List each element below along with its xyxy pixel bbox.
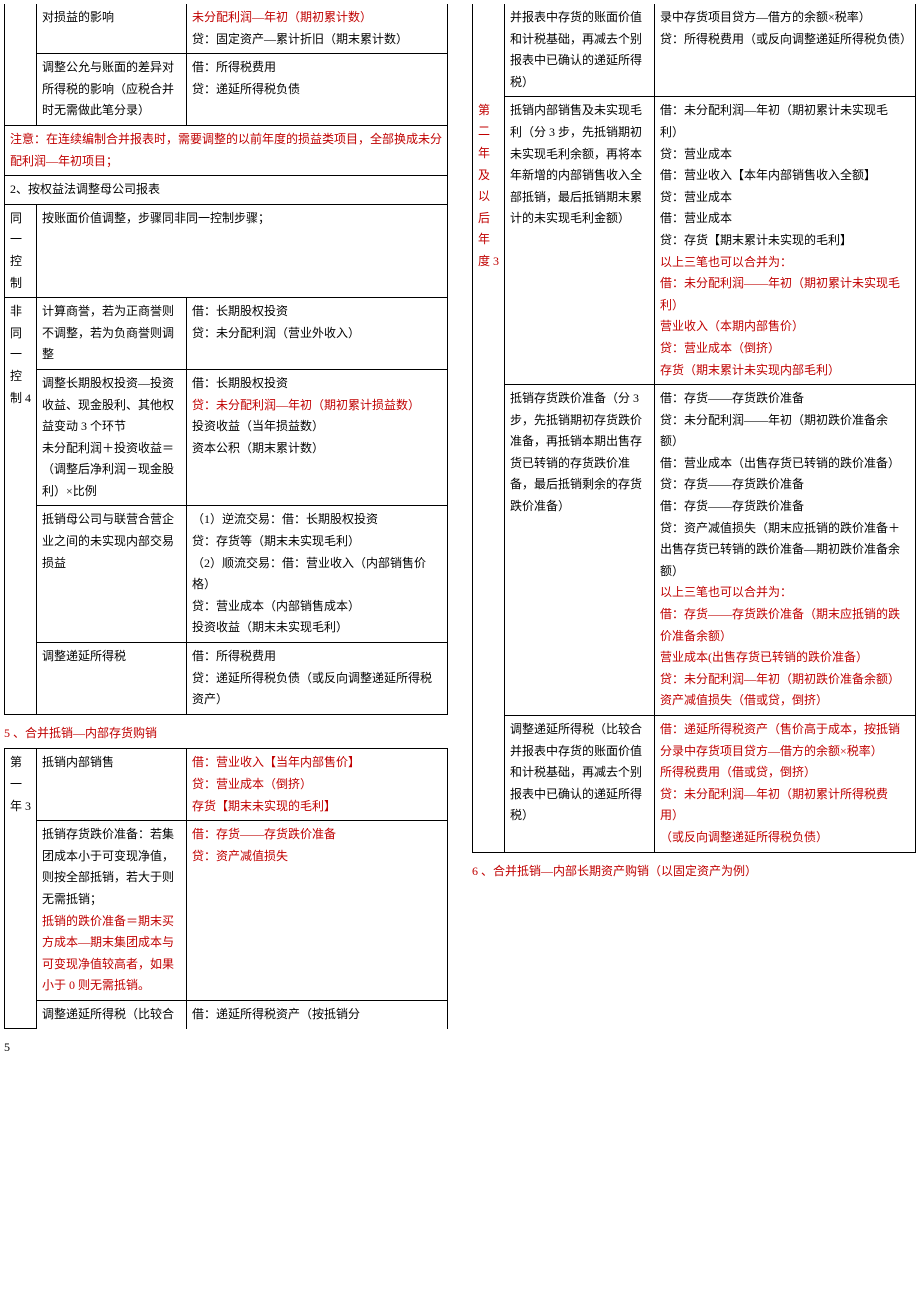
cell: 未分配利润—年初（期初累计数） 贷：固定资产—累计折旧（期末累计数）: [187, 4, 448, 54]
cell: 借：所得税费用 贷：递延所得税负债: [187, 54, 448, 126]
cell: 计算商誉，若为正商誉则不调整，若为负商誉则调整: [37, 298, 187, 370]
text: 以上三笔也可以合并为： 借：存货——存货跌价准备（期末应抵销的跌价准备余额） 营…: [660, 585, 900, 707]
cell: 借：长期股权投资 贷：未分配利润—年初（期初累计损益数） 投资收益（当年损益数）…: [187, 369, 448, 506]
cell: 录中存货项目贷方—借方的余额×税率） 贷：所得税费用（或反向调整递延所得税负债）: [655, 4, 916, 97]
cell: 借：所得税费用 贷：递延所得税负债（或反向调整递延所得税资产）: [187, 643, 448, 715]
table-1: 对损益的影响 未分配利润—年初（期初累计数） 贷：固定资产—累计折旧（期末累计数…: [4, 4, 448, 715]
cell: 第二年及以后年度 3: [473, 97, 505, 852]
cell: 调整公允与账面的差异对所得税的影响（应税合并时无需做此笔分录）: [37, 54, 187, 126]
cell: （1）逆流交易：借：长期股权投资 贷：存货等（期末未实现毛利） （2）顺流交易：…: [187, 506, 448, 643]
cell: 抵销内部销售及未实现毛利（分 3 步，先抵销期初未实现毛利余额，再将本年新增的内…: [505, 97, 655, 385]
cell: 抵销存货跌价准备：若集团成本小于可变现净值，则按全部抵销，若大于则无需抵销； 抵…: [37, 821, 187, 1001]
cell: 调整长期股权投资—投资收益、现金股利、其他权益变动 3 个环节 未分配利润＋投资…: [37, 369, 187, 506]
cell: 调整递延所得税（比较合并报表中存货的账面价值和计税基础，再减去个别报表中已确认的…: [505, 716, 655, 853]
cell: 借：营业收入【当年内部售价】 贷：营业成本（倒挤） 存货【期末未实现的毛利】: [187, 749, 448, 821]
text: 贷：固定资产—累计折旧（期末累计数）: [192, 32, 408, 46]
text: 借：存货——存货跌价准备 贷：未分配利润——年初（期初跌价准备余额） 借：营业成…: [660, 391, 900, 578]
cell: 借：递延所得税资产（按抵销分: [187, 1000, 448, 1028]
right-column: 并报表中存货的账面价值和计税基础，再减去个别报表中已确认的递延所得税） 录中存货…: [472, 4, 916, 1059]
cell: 借：存货——存货跌价准备 贷：资产减值损失: [187, 821, 448, 1001]
cell: 借：递延所得税资产（售价高于成本，按抵销分录中存货项目贷方—借方的余额×税率） …: [655, 716, 916, 853]
left-column: 对损益的影响 未分配利润—年初（期初累计数） 贷：固定资产—累计折旧（期末累计数…: [4, 4, 448, 1059]
table-2-right: 并报表中存货的账面价值和计税基础，再减去个别报表中已确认的递延所得税） 录中存货…: [472, 4, 916, 853]
text: 以上三笔也可以合并为： 借：未分配利润——年初（期初累计未实现毛利） 营业收入（…: [660, 255, 900, 377]
text: 贷：未分配利润—年初（期初累计损益数）: [192, 398, 420, 412]
text: 借：未分配利润—年初（期初累计未实现毛利） 贷：营业成本 借：营业收入【本年内部…: [660, 103, 888, 247]
cell: 调整递延所得税（比较合: [37, 1000, 187, 1028]
cell: 对损益的影响: [37, 4, 187, 54]
text: 借：长期股权投资: [192, 376, 288, 390]
page-number: 5: [4, 1037, 448, 1059]
cell: 非同一控制 4: [5, 298, 37, 715]
cell: 借：长期股权投资 贷：未分配利润（营业外收入）: [187, 298, 448, 370]
text: 未分配利润—年初（期初累计数）: [192, 10, 372, 24]
cell: 抵销存货跌价准备（分 3 步，先抵销期初存货跌价准备，再抵销本期出售存货已转销的…: [505, 385, 655, 716]
cell: 借：未分配利润—年初（期初累计未实现毛利） 贷：营业成本 借：营业收入【本年内部…: [655, 97, 916, 385]
cell: 抵销母公司与联营合营企业之间的未实现内部交易损益: [37, 506, 187, 643]
text: 抵销存货跌价准备：若集团成本小于可变现净值，则按全部抵销，若大于则无需抵销；: [42, 827, 174, 906]
note-cell: 注意：在连续编制合并报表时，需要调整的以前年度的损益类项目，全部换成未分配利润—…: [5, 125, 448, 175]
section-heading: 2、按权益法调整母公司报表: [5, 176, 448, 205]
cell: 第一年 3: [5, 749, 37, 1029]
cell: 并报表中存货的账面价值和计税基础，再减去个别报表中已确认的递延所得税）: [505, 4, 655, 97]
cell: 调整递延所得税: [37, 643, 187, 715]
section-5-heading: 5 、合并抵销—内部存货购销: [4, 723, 448, 745]
section-6-heading: 6 、合并抵销—内部长期资产购销（以固定资产为例）: [472, 861, 916, 883]
cell: 抵销内部销售: [37, 749, 187, 821]
text: 投资收益（当年损益数） 资本公积（期末累计数）: [192, 419, 324, 455]
table-2-left: 第一年 3 抵销内部销售 借：营业收入【当年内部售价】 贷：营业成本（倒挤） 存…: [4, 748, 448, 1029]
cell: 同一控制: [5, 204, 37, 297]
cell: 按账面价值调整，步骤同非同一控制步骤；: [37, 204, 448, 297]
cell: 借：存货——存货跌价准备 贷：未分配利润——年初（期初跌价准备余额） 借：营业成…: [655, 385, 916, 716]
text: 抵销的跌价准备＝期末买方成本—期末集团成本与可变现净值较高者，如果小于 0 则无…: [42, 914, 174, 993]
